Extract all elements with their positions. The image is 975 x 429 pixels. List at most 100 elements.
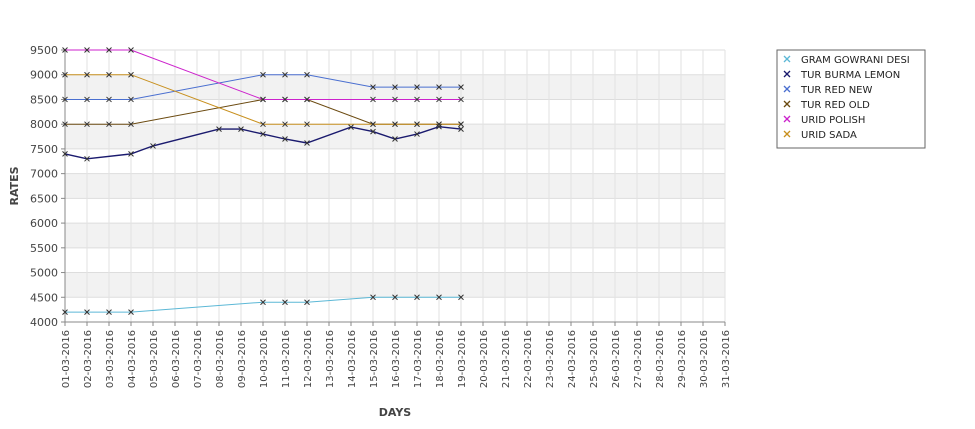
data-point-marker [260,131,266,137]
data-point-marker [414,84,420,90]
data-point-marker [62,47,68,53]
x-tick-label: 16-03-2016 [391,330,402,388]
data-point-marker [370,121,376,128]
data-point-marker [282,96,288,103]
data-point-marker [458,84,464,90]
marker-stroke [414,84,420,90]
x-tick-label: 09-03-2016 [237,330,248,388]
legend-label: TUR RED OLD [800,100,870,111]
data-point-marker [436,123,442,130]
marker-stroke [304,140,310,146]
marker-stroke [282,136,288,142]
series-line [65,296,461,313]
marker-stroke [128,151,134,157]
data-point-marker [128,47,134,53]
x-tick-label: 12-03-2016 [303,330,314,388]
data-point-marker [436,96,442,103]
marker-stroke [84,47,90,53]
data-point-marker [84,309,90,315]
y-tick-label: 8500 [30,93,58,106]
grid-lines [64,49,726,323]
marker-stroke [62,309,68,315]
legend-item: TUR RED OLD [783,100,870,111]
series-line [65,49,461,100]
y-tick-label: 7000 [30,168,58,181]
data-point-marker [282,136,288,142]
y-axis-label: RATES [8,166,21,205]
data-point-marker [106,309,112,315]
data-point-marker [414,121,420,128]
x-tick-label: 22-03-2016 [523,330,534,388]
x-tick-label: 07-03-2016 [193,330,204,388]
marker-stroke [62,121,68,128]
data-point-marker [282,121,288,128]
x-tick-label: 06-03-2016 [171,330,182,388]
legend-marker [783,55,791,63]
data-point-marker [392,136,398,142]
legend-label: TUR RED NEW [800,85,872,96]
y-tick-label: 5500 [30,242,58,255]
marker-stroke [304,71,310,78]
marker-stroke [370,128,376,135]
x-tick-label: 19-03-2016 [457,330,468,388]
data-point-marker [238,126,244,132]
data-point-marker [128,309,134,315]
x-tick-label: 23-03-2016 [545,330,556,388]
y-tick-label: 5000 [30,267,58,280]
series-line [65,74,461,125]
marker-stroke [128,121,134,128]
marker-stroke [458,126,464,132]
data-point-marker [282,299,288,306]
data-point-marker [216,126,222,132]
x-tick-label: 30-03-2016 [699,330,710,388]
data-point-marker [370,294,376,301]
data-point-marker [414,294,420,301]
x-tick-label: 20-03-2016 [479,330,490,388]
y-tick-label: 4500 [30,291,58,304]
marker-stroke [414,121,420,128]
marker-stroke [392,84,398,90]
marker-stroke [84,71,90,78]
marker-stroke [216,126,222,132]
marker-stroke [84,121,90,128]
marker-stroke [370,96,376,103]
data-point-marker [128,96,134,103]
marker-stroke [414,131,420,137]
data-point-marker [436,294,442,301]
marker-stroke [106,71,112,78]
marker-stroke [282,121,288,128]
y-tick-label: 7500 [30,143,58,156]
data-point-marker [84,155,90,162]
y-tick-label: 6000 [30,217,58,230]
marker-stroke [304,121,310,128]
data-point-marker [150,143,156,149]
data-point-marker [392,96,398,103]
data-point-marker [392,84,398,90]
marker-stroke [304,96,310,103]
x-tick-label: 26-03-2016 [611,330,622,388]
data-point-marker [304,121,310,128]
x-tick-label: 04-03-2016 [127,330,138,388]
data-point-marker [260,96,266,103]
data-point-marker [128,121,134,128]
marker-stroke [436,84,442,90]
marker-stroke [458,121,464,128]
data-point-marker [458,96,464,103]
x-tick-label: 11-03-2016 [281,330,292,388]
marker-stroke [128,96,134,103]
legend-label: TUR BURMA LEMON [800,70,900,81]
x-tick-label: 28-03-2016 [655,330,666,388]
x-tick-label: 29-03-2016 [677,330,688,388]
x-tick-label: 14-03-2016 [347,330,358,388]
data-point-marker [84,121,90,128]
data-point-marker [370,84,376,90]
data-point-marker [392,121,398,128]
marker-stroke [370,84,376,90]
marker-stroke [392,136,398,142]
x-tick-label: 27-03-2016 [633,330,644,388]
legend-marker [783,85,791,93]
marker-stroke [282,299,288,306]
y-tick-label: 6500 [30,192,58,205]
legend-marker [783,130,791,138]
